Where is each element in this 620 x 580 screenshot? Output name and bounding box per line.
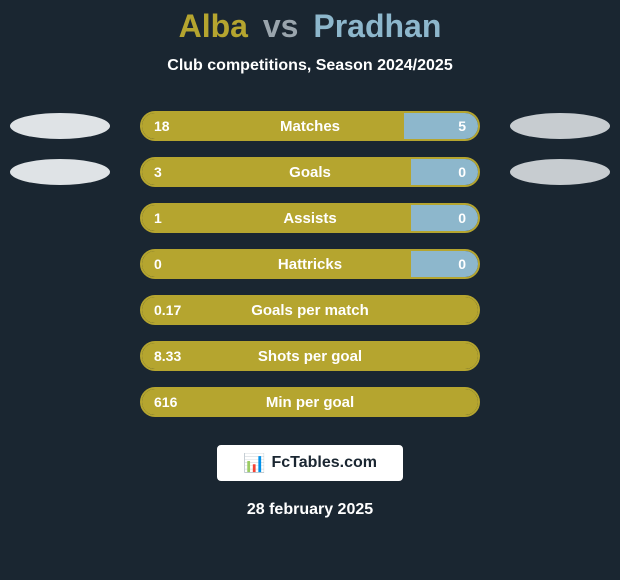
stat-row: 00Hattricks (0, 241, 620, 287)
stat-row: 30Goals (0, 149, 620, 195)
stat-label: Assists (142, 205, 478, 231)
stat-bar: 616Min per goal (140, 387, 480, 417)
stat-label: Hattricks (142, 251, 478, 277)
stat-bar: 0.17Goals per match (140, 295, 480, 325)
player2-badge (510, 159, 610, 185)
stat-bar: 8.33Shots per goal (140, 341, 480, 371)
stat-bar: 30Goals (140, 157, 480, 187)
chart-icon: 📊 (243, 453, 265, 474)
card-title: Alba vs Pradhan (0, 8, 620, 45)
subtitle: Club competitions, Season 2024/2025 (0, 57, 620, 75)
source-text: FcTables.com (271, 454, 377, 472)
stat-label: Goals per match (142, 297, 478, 323)
date-label: 28 february 2025 (0, 501, 620, 519)
vs-label: vs (263, 8, 299, 44)
stat-label: Min per goal (142, 389, 478, 415)
player2-name: Pradhan (313, 8, 441, 44)
stat-row: 8.33Shots per goal (0, 333, 620, 379)
stat-row: 616Min per goal (0, 379, 620, 425)
stat-row: 185Matches (0, 103, 620, 149)
player2-badge (510, 113, 610, 139)
player1-badge (10, 159, 110, 185)
player1-badge (10, 113, 110, 139)
stat-label: Shots per goal (142, 343, 478, 369)
comparison-card: Alba vs Pradhan Club competitions, Seaso… (0, 0, 620, 580)
player1-name: Alba (179, 8, 248, 44)
stat-bar: 10Assists (140, 203, 480, 233)
source-badge[interactable]: 📊 FcTables.com (215, 443, 405, 483)
stat-label: Matches (142, 113, 478, 139)
stat-bar: 00Hattricks (140, 249, 480, 279)
stat-bar: 185Matches (140, 111, 480, 141)
stat-row: 10Assists (0, 195, 620, 241)
stat-rows: 185Matches 30Goals 10Assists 00Hattricks 0.1… (0, 103, 620, 425)
stat-label: Goals (142, 159, 478, 185)
stat-row: 0.17Goals per match (0, 287, 620, 333)
